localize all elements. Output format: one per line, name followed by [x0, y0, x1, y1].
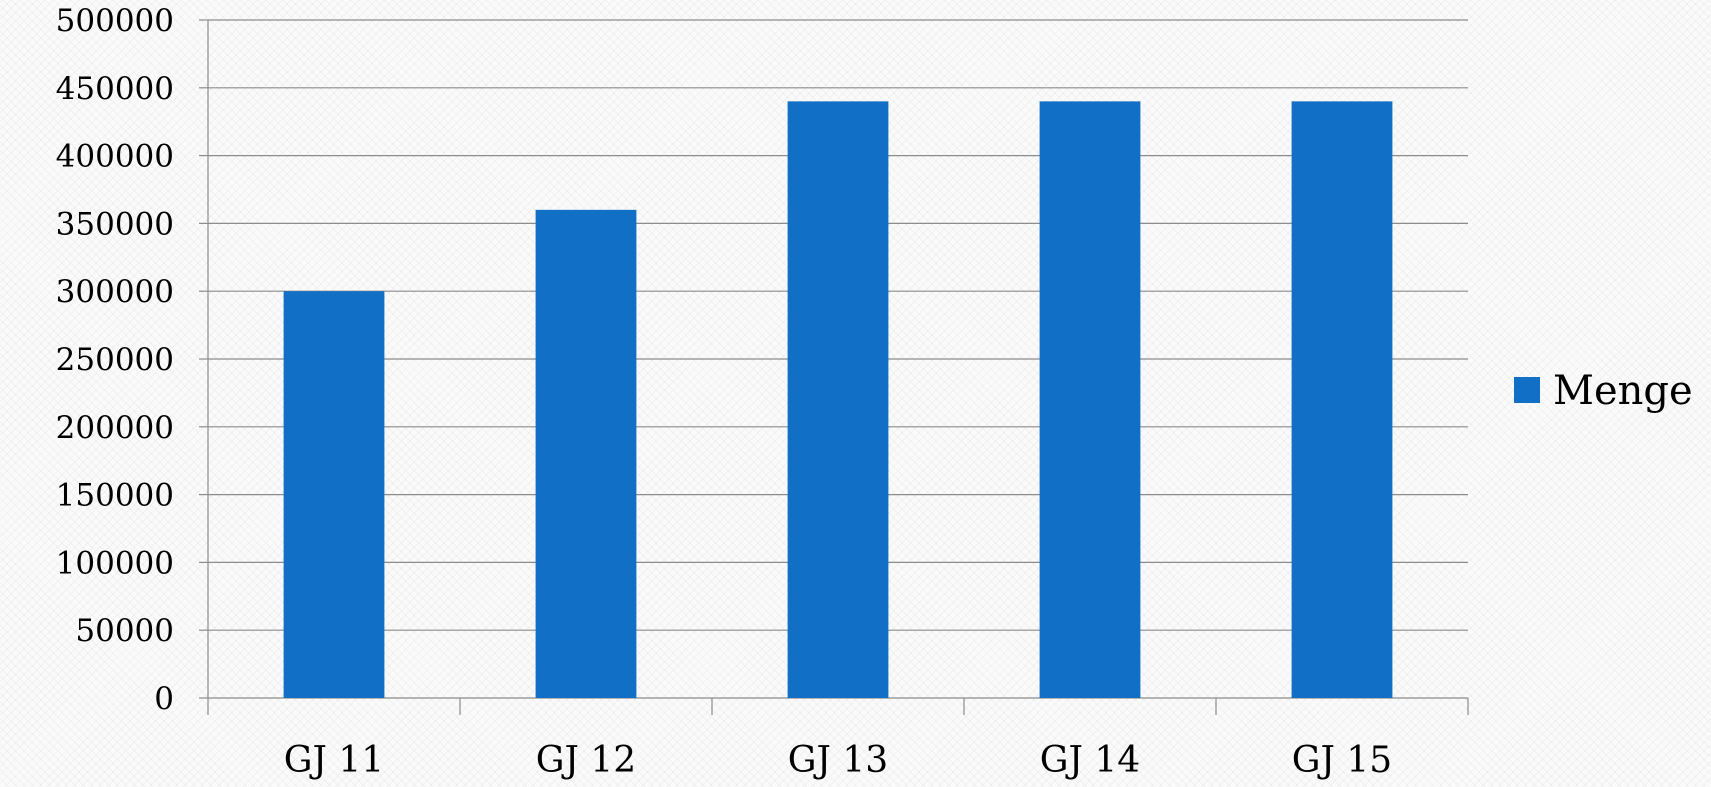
legend-label-menge: Menge: [1553, 368, 1693, 414]
y-tick-label-0: 0: [154, 681, 174, 717]
bar-gj-13: [787, 101, 889, 699]
y-tick-label-450000: 450000: [56, 71, 174, 107]
y-tick-label-200000: 200000: [56, 410, 174, 446]
y-tick-label-300000: 300000: [56, 274, 174, 310]
x-tick-label-gj-13: GJ 13: [788, 740, 888, 781]
bar-gj-15: [1291, 101, 1393, 699]
y-tick-label-50000: 50000: [75, 613, 174, 649]
y-tick-label-150000: 150000: [56, 478, 174, 514]
bar-gj-12: [535, 209, 637, 698]
x-axis-tick-labels: GJ 11 GJ 12 GJ 13 GJ 14 GJ 15: [284, 740, 1392, 781]
y-axis-tick-labels: 0 50000 100000 150000 200000 250000 300000 3500…: [56, 3, 174, 717]
y-tick-label-500000: 500000: [56, 3, 174, 39]
y-tick-label-400000: 400000: [56, 139, 174, 175]
y-tick-label-250000: 250000: [56, 342, 174, 378]
x-tick-label-gj-14: GJ 14: [1040, 740, 1140, 781]
legend-swatch-menge: [1514, 377, 1540, 403]
x-tick-label-gj-12: GJ 12: [536, 740, 636, 781]
legend: Menge: [1514, 368, 1693, 414]
bars: [283, 101, 1393, 699]
bar-gj-14: [1039, 101, 1141, 699]
x-tick-label-gj-15: GJ 15: [1292, 740, 1392, 781]
y-tick-label-350000: 350000: [56, 206, 174, 242]
bar-gj-11: [283, 291, 385, 698]
x-tick-label-gj-11: GJ 11: [284, 740, 384, 781]
y-tick-label-100000: 100000: [56, 545, 174, 581]
